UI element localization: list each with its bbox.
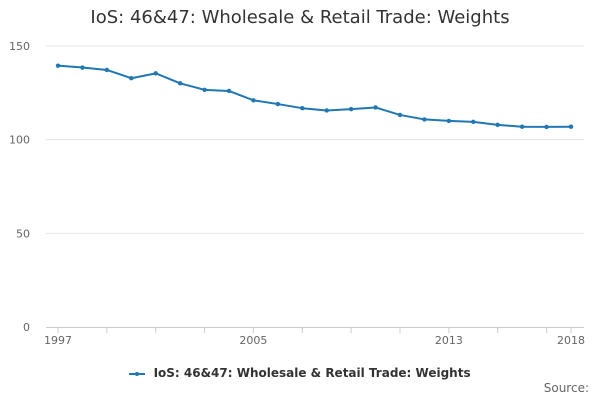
x-tick-label-2018: 2018 (557, 334, 585, 347)
data-point-2001[interactable] (153, 71, 158, 76)
x-tick-label-2013: 2013 (435, 334, 463, 347)
legend-marker-icon (129, 369, 146, 379)
x-axis (46, 327, 584, 333)
x-tick-label-1997: 1997 (44, 334, 72, 347)
data-point-1999[interactable] (104, 67, 110, 73)
y-tick-label-0: 0 (23, 321, 30, 334)
data-point-2010[interactable] (373, 105, 378, 110)
data-point-2000[interactable] (129, 76, 134, 81)
series (55, 63, 574, 130)
y-tick-label-50: 50 (16, 227, 30, 240)
data-point-2017[interactable] (544, 124, 549, 130)
y-axis: 0 50 100 150 (9, 40, 30, 334)
source-label: Source: (543, 381, 589, 395)
data-point-2002[interactable] (177, 81, 183, 86)
data-point-2012[interactable] (422, 117, 427, 122)
y-tick-label-100: 100 (9, 134, 30, 147)
data-point-2008[interactable] (324, 108, 329, 113)
data-point-2016[interactable] (519, 124, 525, 129)
data-point-2005[interactable] (251, 98, 256, 103)
data-point-2007[interactable] (300, 105, 305, 111)
data-point-2011[interactable] (397, 112, 403, 118)
data-point-2003[interactable] (202, 87, 207, 93)
x-tick-labels: 1997 2005 2013 2018 (44, 334, 585, 347)
data-point-1998[interactable] (80, 65, 85, 70)
gridlines (46, 45, 584, 234)
data-point-2004[interactable] (226, 88, 232, 94)
series-line-0 (57, 64, 572, 128)
data-point-2018[interactable] (568, 124, 574, 129)
legend[interactable]: IoS: 46&47: Wholesale & Retail Trade: We… (0, 366, 600, 380)
data-point-2015[interactable] (495, 122, 500, 128)
data-point-1997[interactable] (55, 63, 61, 68)
legend-label: IoS: 46&47: Wholesale & Retail Trade: We… (153, 366, 471, 380)
x-tick-label-2005: 2005 (239, 334, 267, 347)
data-point-2014[interactable] (471, 119, 476, 125)
data-point-2013[interactable] (446, 118, 452, 124)
data-point-2009[interactable] (348, 106, 354, 112)
data-point-2006[interactable] (275, 101, 281, 107)
chart-title: IoS: 46&47: Wholesale & Retail Trade: We… (90, 7, 510, 28)
y-tick-label-150: 150 (9, 40, 30, 53)
